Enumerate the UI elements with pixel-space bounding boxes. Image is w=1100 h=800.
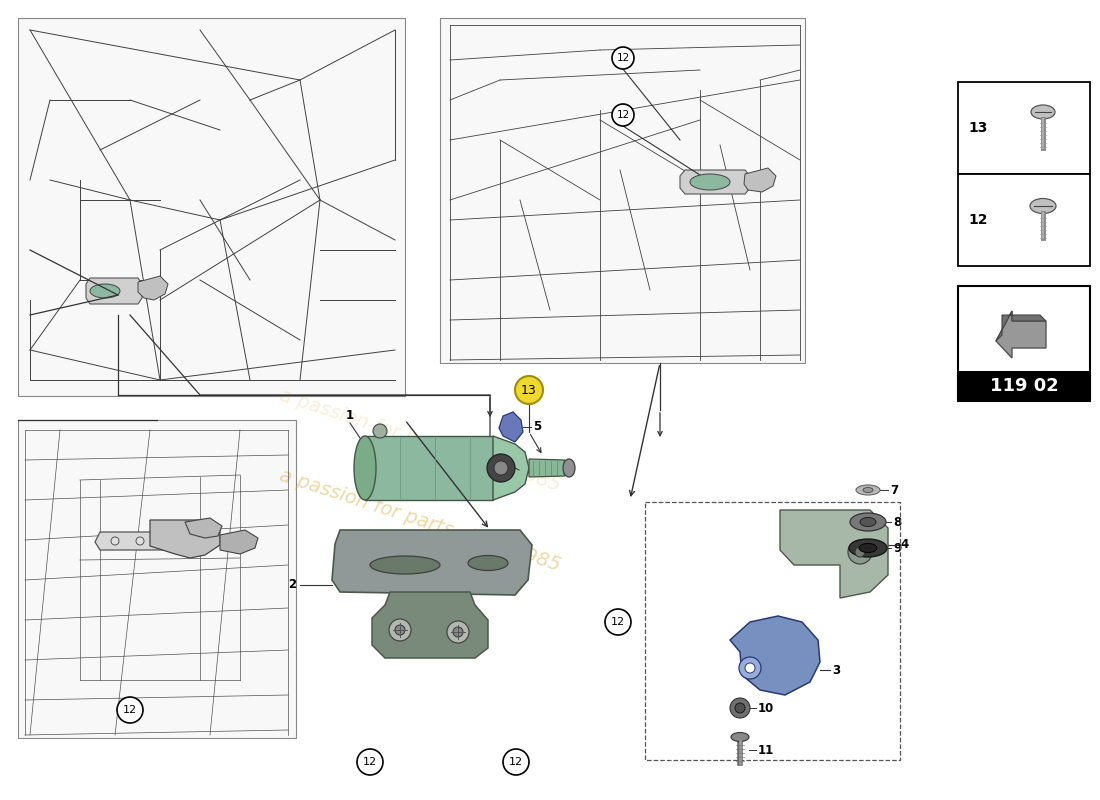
Ellipse shape: [860, 518, 876, 526]
Polygon shape: [996, 311, 1046, 358]
Ellipse shape: [732, 733, 749, 742]
Polygon shape: [499, 412, 522, 442]
Circle shape: [612, 104, 634, 126]
Polygon shape: [744, 168, 775, 192]
Text: 10: 10: [758, 702, 774, 714]
Circle shape: [487, 454, 515, 482]
Ellipse shape: [856, 485, 880, 495]
Polygon shape: [680, 170, 750, 194]
Text: 5: 5: [534, 421, 541, 434]
Text: 8: 8: [893, 515, 901, 529]
Polygon shape: [150, 520, 220, 558]
Circle shape: [136, 537, 144, 545]
Text: 119 02: 119 02: [990, 377, 1058, 395]
Circle shape: [503, 749, 529, 775]
Polygon shape: [780, 510, 888, 598]
Text: 13: 13: [521, 383, 537, 397]
Polygon shape: [138, 276, 168, 300]
Circle shape: [358, 749, 383, 775]
Polygon shape: [996, 311, 1046, 341]
Circle shape: [745, 663, 755, 673]
Bar: [440, 18, 805, 363]
Polygon shape: [86, 278, 142, 304]
Ellipse shape: [563, 459, 575, 477]
Circle shape: [848, 540, 872, 564]
Bar: [365, 436, 493, 500]
Circle shape: [389, 619, 411, 641]
Circle shape: [612, 47, 634, 69]
Circle shape: [453, 627, 463, 637]
Text: a passion for parts since 1985: a passion for parts since 1985: [277, 466, 563, 574]
Ellipse shape: [354, 436, 376, 500]
Polygon shape: [185, 518, 222, 538]
Polygon shape: [372, 592, 488, 658]
Ellipse shape: [1030, 198, 1056, 214]
Ellipse shape: [690, 174, 730, 190]
Text: 12: 12: [123, 705, 138, 715]
Circle shape: [605, 609, 631, 635]
Text: 12: 12: [616, 110, 629, 120]
Text: 12: 12: [616, 53, 629, 63]
Bar: [958, 286, 1090, 401]
Text: 4: 4: [900, 538, 909, 551]
Text: 1: 1: [345, 409, 354, 422]
Text: 12: 12: [610, 617, 625, 627]
Circle shape: [117, 697, 143, 723]
Circle shape: [447, 621, 469, 643]
Ellipse shape: [1031, 105, 1055, 119]
Text: 12: 12: [968, 213, 988, 227]
Polygon shape: [332, 530, 532, 595]
Text: 13: 13: [968, 121, 988, 135]
Text: 11: 11: [758, 743, 774, 757]
Ellipse shape: [849, 539, 887, 557]
Ellipse shape: [370, 556, 440, 574]
Polygon shape: [493, 436, 529, 500]
Circle shape: [730, 698, 750, 718]
Text: 2: 2: [288, 578, 296, 591]
Circle shape: [111, 537, 119, 545]
Circle shape: [855, 547, 865, 557]
Text: 7: 7: [890, 483, 898, 497]
Ellipse shape: [859, 543, 877, 553]
Text: 12: 12: [509, 757, 524, 767]
Bar: [18, 18, 405, 396]
Polygon shape: [95, 532, 214, 550]
Ellipse shape: [850, 513, 886, 531]
Polygon shape: [529, 459, 565, 477]
Ellipse shape: [468, 555, 508, 570]
Circle shape: [735, 703, 745, 713]
Polygon shape: [220, 530, 258, 554]
Circle shape: [395, 625, 405, 635]
Text: 6: 6: [521, 463, 529, 477]
Circle shape: [739, 657, 761, 679]
Text: 9: 9: [893, 542, 901, 554]
Text: 3: 3: [832, 663, 840, 677]
Bar: [958, 174, 1090, 266]
Bar: [18, 420, 296, 738]
Polygon shape: [730, 616, 820, 695]
Circle shape: [494, 461, 508, 475]
Circle shape: [373, 424, 387, 438]
Text: 12: 12: [363, 757, 377, 767]
Ellipse shape: [90, 284, 120, 298]
Text: a passion for parts since 1985: a passion for parts since 1985: [277, 386, 563, 494]
Bar: [958, 82, 1090, 174]
Circle shape: [515, 376, 543, 404]
Bar: [958, 371, 1090, 401]
Ellipse shape: [864, 487, 873, 493]
